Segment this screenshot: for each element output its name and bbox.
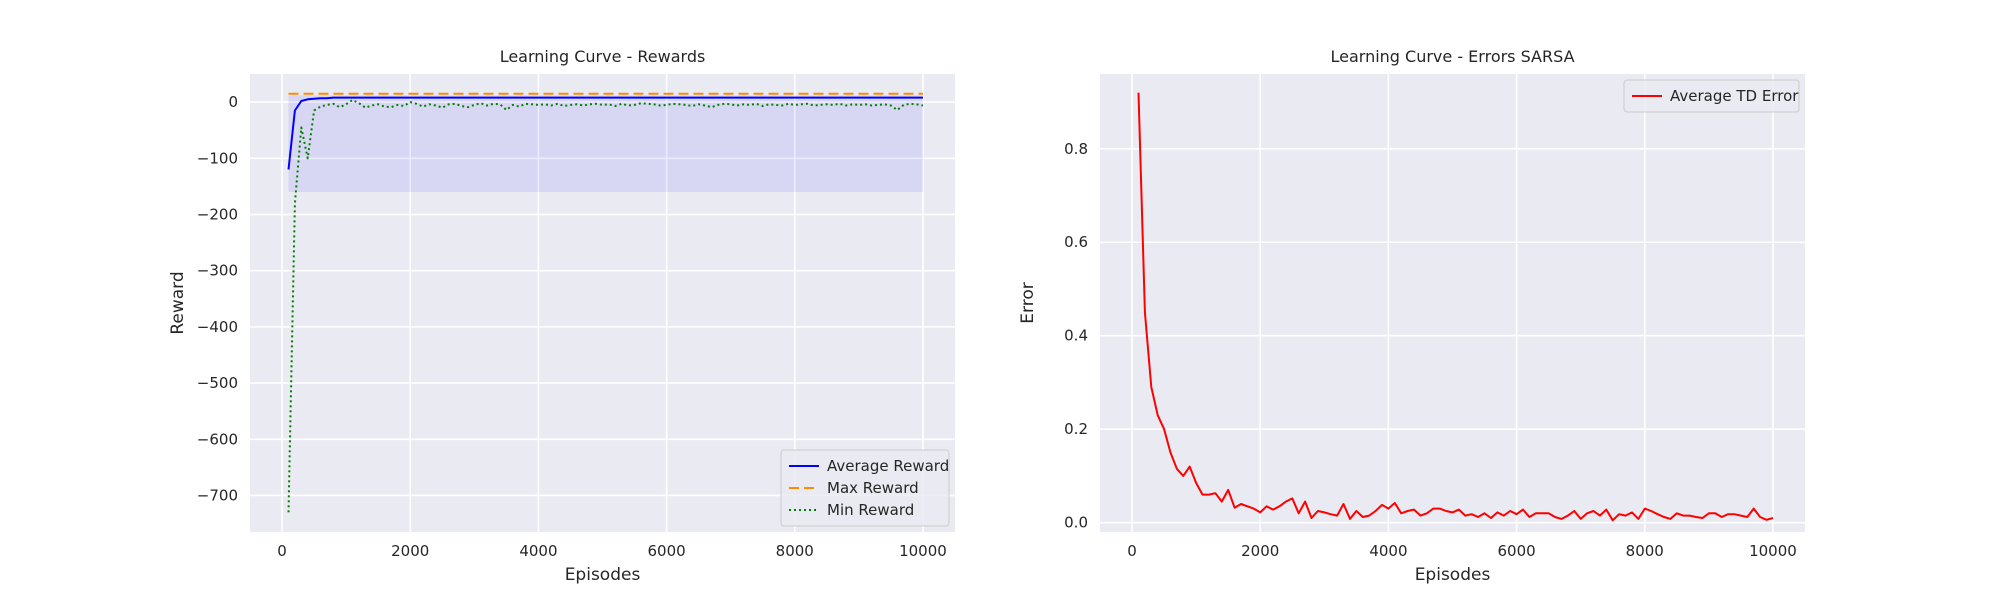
x-tick-label: 10000: [899, 542, 947, 560]
x-tick-label: 2000: [391, 542, 429, 560]
x-tick-label: 10000: [1749, 542, 1797, 560]
x-tick-label: 8000: [1626, 542, 1664, 560]
y-tick-label: 0.4: [1064, 327, 1088, 345]
x-tick-label: 2000: [1241, 542, 1279, 560]
series-line-0: [287, 96, 923, 170]
x-tick-label: 0: [277, 542, 287, 560]
plot-area: [1100, 74, 1805, 532]
y-tick-label: −600: [197, 430, 238, 448]
legend-label: Average TD Error: [1670, 87, 1799, 105]
y-tick-label: −700: [197, 486, 238, 504]
legend: Average Reward Max Reward Min Reward: [780, 449, 950, 527]
y-tick-label: 0.6: [1064, 233, 1088, 251]
series-line-2: [287, 98, 924, 513]
y-tick-label: 0.0: [1064, 514, 1088, 532]
y-tick-label: 0.8: [1064, 140, 1088, 158]
chart-title: Learning Curve - Errors SARSA: [1330, 47, 1574, 66]
y-tick-label: −100: [197, 149, 238, 167]
x-tick-label: 4000: [519, 542, 557, 560]
x-tick-label: 8000: [776, 542, 814, 560]
x-axis-label: Episodes: [1415, 565, 1491, 585]
rewards-chart: 0 2000 4000 6000 8000 10000 −700 −600 −500 −400 −3…: [168, 47, 955, 585]
x-tick-label: 4000: [1369, 542, 1407, 560]
y-tick-label: 0.2: [1064, 420, 1088, 438]
y-tick-label: 0: [228, 93, 238, 111]
legend-box: [780, 449, 950, 527]
y-tick-label: −200: [197, 205, 238, 223]
series-line-0: [1137, 92, 1774, 522]
y-tick-label: −400: [197, 318, 238, 336]
legend-label: Min Reward: [827, 501, 914, 519]
x-tick-label: 6000: [647, 542, 685, 560]
legend-box: [1623, 79, 1800, 113]
y-tick-label: −300: [197, 262, 238, 280]
y-tick-label: −500: [197, 374, 238, 392]
x-tick-label: 0: [1127, 542, 1137, 560]
chart-title: Learning Curve - Rewards: [500, 47, 706, 66]
series-band-0: [288, 95, 923, 192]
y-axis-label: Error: [1018, 282, 1038, 323]
legend-label: Average Reward: [827, 457, 949, 475]
legend: Average TD Error: [1623, 79, 1800, 113]
legend-label: Max Reward: [827, 479, 919, 497]
y-axis-label: Reward: [168, 271, 188, 334]
x-tick-label: 6000: [1497, 542, 1535, 560]
x-axis-label: Episodes: [565, 565, 641, 585]
errors-chart: 0 2000 4000 6000 8000 10000 0.0 0.2 0.4 0.6 0.8 Lea…: [1018, 47, 1805, 585]
